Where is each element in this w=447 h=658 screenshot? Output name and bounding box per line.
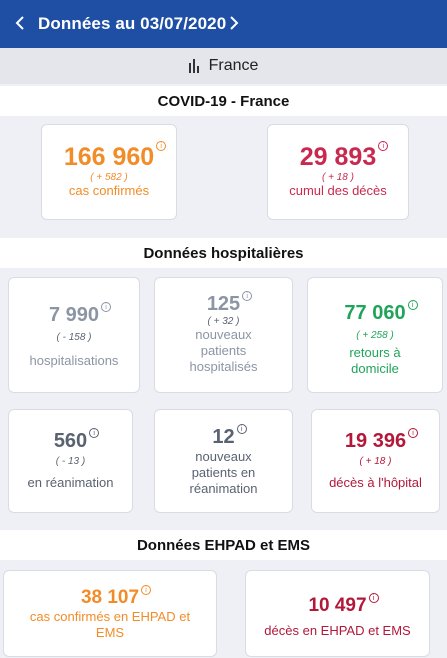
chevron-right-icon	[230, 16, 239, 30]
icu-value: 560 i	[54, 428, 100, 453]
icu-delta: ( - 13 )	[55, 456, 86, 467]
info-icon[interactable]: i	[407, 300, 418, 310]
top-bar: Données au 03/07/2020	[0, 0, 447, 48]
card-hospital-deaths[interactable]: 19 396 i ( + 18 ) décès à l'hôpital	[311, 409, 440, 513]
card-hospitalisations[interactable]: 7 990 i ( - 158 ) hospitalisations	[8, 277, 140, 393]
total-deaths-value: 29 893 i	[300, 141, 389, 172]
ehpad-band: 38 107 i cas confirmés en EHPAD et EMS 10…	[0, 560, 447, 658]
card-new-hospitalised[interactable]: 125 i ( + 32 ) nouveaux patients hospital…	[154, 277, 293, 393]
next-date-button[interactable]	[222, 8, 246, 38]
card-icu[interactable]: 560 i ( - 13 ) en réanimation	[8, 409, 133, 513]
region-label: France	[208, 57, 259, 74]
ehpad-cases-label: cas confirmés en EHPAD et EMS	[29, 609, 191, 640]
returns-home-label: retours à domicile	[349, 345, 401, 376]
card-ehpad-deaths[interactable]: 10 497 i décès en EHPAD et EMS	[245, 570, 430, 657]
new-hospitalised-value: 125 i	[207, 291, 253, 316]
region-selector[interactable]: France	[0, 48, 447, 84]
confirmed-cases-label: cas confirmés	[68, 183, 150, 198]
info-icon[interactable]: i	[89, 428, 100, 438]
new-hospitalised-delta: ( + 32 )	[207, 316, 240, 327]
section-title-ehpad: Données EHPAD et EMS	[0, 530, 447, 560]
hospital-deaths-value: 19 396 i	[345, 428, 419, 453]
confirmed-cases-value: 166 960 i	[64, 141, 167, 172]
new-icu-label: nouveaux patients en réanimation	[189, 449, 258, 496]
ehpad-deaths-label: décès en EHPAD et EMS	[264, 623, 411, 638]
info-icon[interactable]: i	[242, 291, 253, 301]
info-icon[interactable]: i	[378, 141, 389, 151]
hospital-band: 7 990 i ( - 158 ) hospitalisations 125 i (…	[0, 268, 447, 524]
ehpad-deaths-value: 10 497 i	[308, 593, 379, 617]
returns-home-value: 77 060 i	[344, 300, 418, 325]
info-icon[interactable]: i	[101, 302, 112, 312]
info-icon[interactable]: i	[408, 428, 419, 438]
card-confirmed-cases[interactable]: 166 960 i ( + 582 ) cas confirmés	[41, 124, 177, 220]
section-title-national: COVID-19 - France	[0, 86, 447, 116]
total-deaths-label: cumul des décès	[289, 183, 387, 198]
new-icu-value: 12 i	[212, 424, 247, 449]
card-new-icu[interactable]: 12 i nouveaux patients en réanimation	[154, 409, 293, 513]
returns-home-delta: ( + 258 )	[356, 330, 394, 341]
icu-label: en réanimation	[27, 475, 114, 490]
chevron-left-icon	[15, 16, 24, 30]
ehpad-cases-value: 38 107 i	[81, 585, 152, 609]
confirmed-cases-delta: ( + 582 )	[90, 172, 128, 183]
info-icon[interactable]: i	[368, 593, 379, 603]
total-deaths-delta: ( + 18 )	[322, 172, 354, 183]
bar-chart-icon	[188, 59, 199, 73]
card-ehpad-cases[interactable]: 38 107 i cas confirmés en EHPAD et EMS	[3, 570, 217, 657]
page-title: Données au 03/07/2020	[38, 14, 227, 33]
hospital-deaths-delta: ( + 18 )	[359, 456, 392, 467]
card-total-deaths[interactable]: 29 893 i ( + 18 ) cumul des décès	[267, 124, 409, 220]
hospitalisations-label: hospitalisations	[29, 353, 119, 368]
info-icon[interactable]: i	[141, 585, 152, 595]
info-icon[interactable]: i	[156, 141, 167, 151]
new-hospitalised-label: nouveaux patients hospitalisés	[189, 327, 258, 374]
section-title-hospital: Données hospitalières	[0, 238, 447, 268]
card-returns-home[interactable]: 77 060 i ( + 258 ) retours à domicile	[307, 277, 443, 393]
previous-date-button[interactable]	[8, 8, 32, 38]
hospital-deaths-label: décès à l'hôpital	[329, 475, 422, 490]
hospitalisations-value: 7 990 i	[49, 302, 112, 327]
hospitalisations-delta: ( - 158 )	[56, 332, 92, 343]
info-icon[interactable]: i	[236, 424, 247, 434]
national-band: 166 960 i ( + 582 ) cas confirmés 29 893 i…	[0, 116, 447, 234]
